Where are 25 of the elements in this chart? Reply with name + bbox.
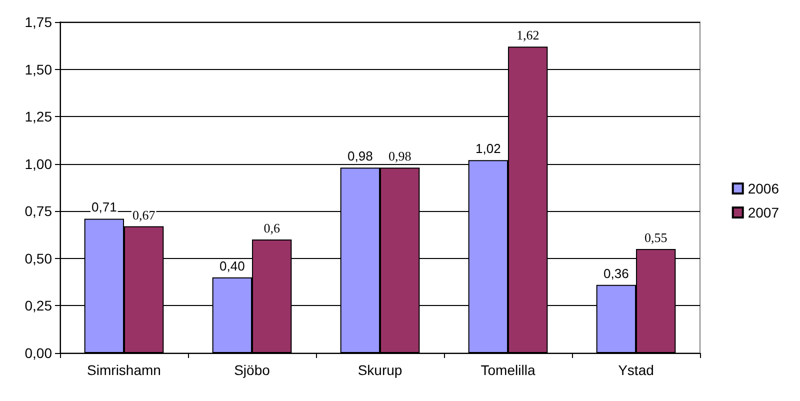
data-label: 0,98 (348, 148, 373, 164)
x-tick-label: Simrishamn (87, 362, 161, 378)
x-tick-label: Skurup (358, 362, 402, 378)
y-tick-label: 0,25 (24, 298, 52, 314)
x-tick-label: Ystad (618, 362, 654, 378)
data-label: 0,40 (220, 258, 245, 274)
data-label: 0,98 (388, 148, 412, 164)
y-tick-label: 1,75 (24, 14, 52, 30)
legend-label: 2006 (748, 180, 780, 196)
y-tick-label: 0,75 (24, 203, 52, 220)
data-label: 1,02 (476, 141, 501, 156)
y-tick-label: 1,00 (24, 156, 52, 172)
y-tick-label: 0,00 (24, 345, 52, 361)
legend-label: 2007 (748, 204, 780, 220)
y-tick-label: 0,50 (24, 250, 52, 266)
x-tick-label: Sjöbo (234, 362, 270, 378)
data-label: 0,67 (132, 207, 156, 222)
y-tick-label: 1,50 (24, 61, 52, 78)
data-label: 0,55 (644, 230, 668, 245)
data-label: 0,71 (92, 200, 117, 215)
data-label: 0,6 (264, 220, 280, 236)
data-label: 1,62 (516, 28, 540, 43)
x-tick-label: Tomelilla (480, 362, 536, 378)
y-tick-label: 1,25 (24, 108, 52, 125)
data-label: 0,36 (604, 266, 629, 281)
